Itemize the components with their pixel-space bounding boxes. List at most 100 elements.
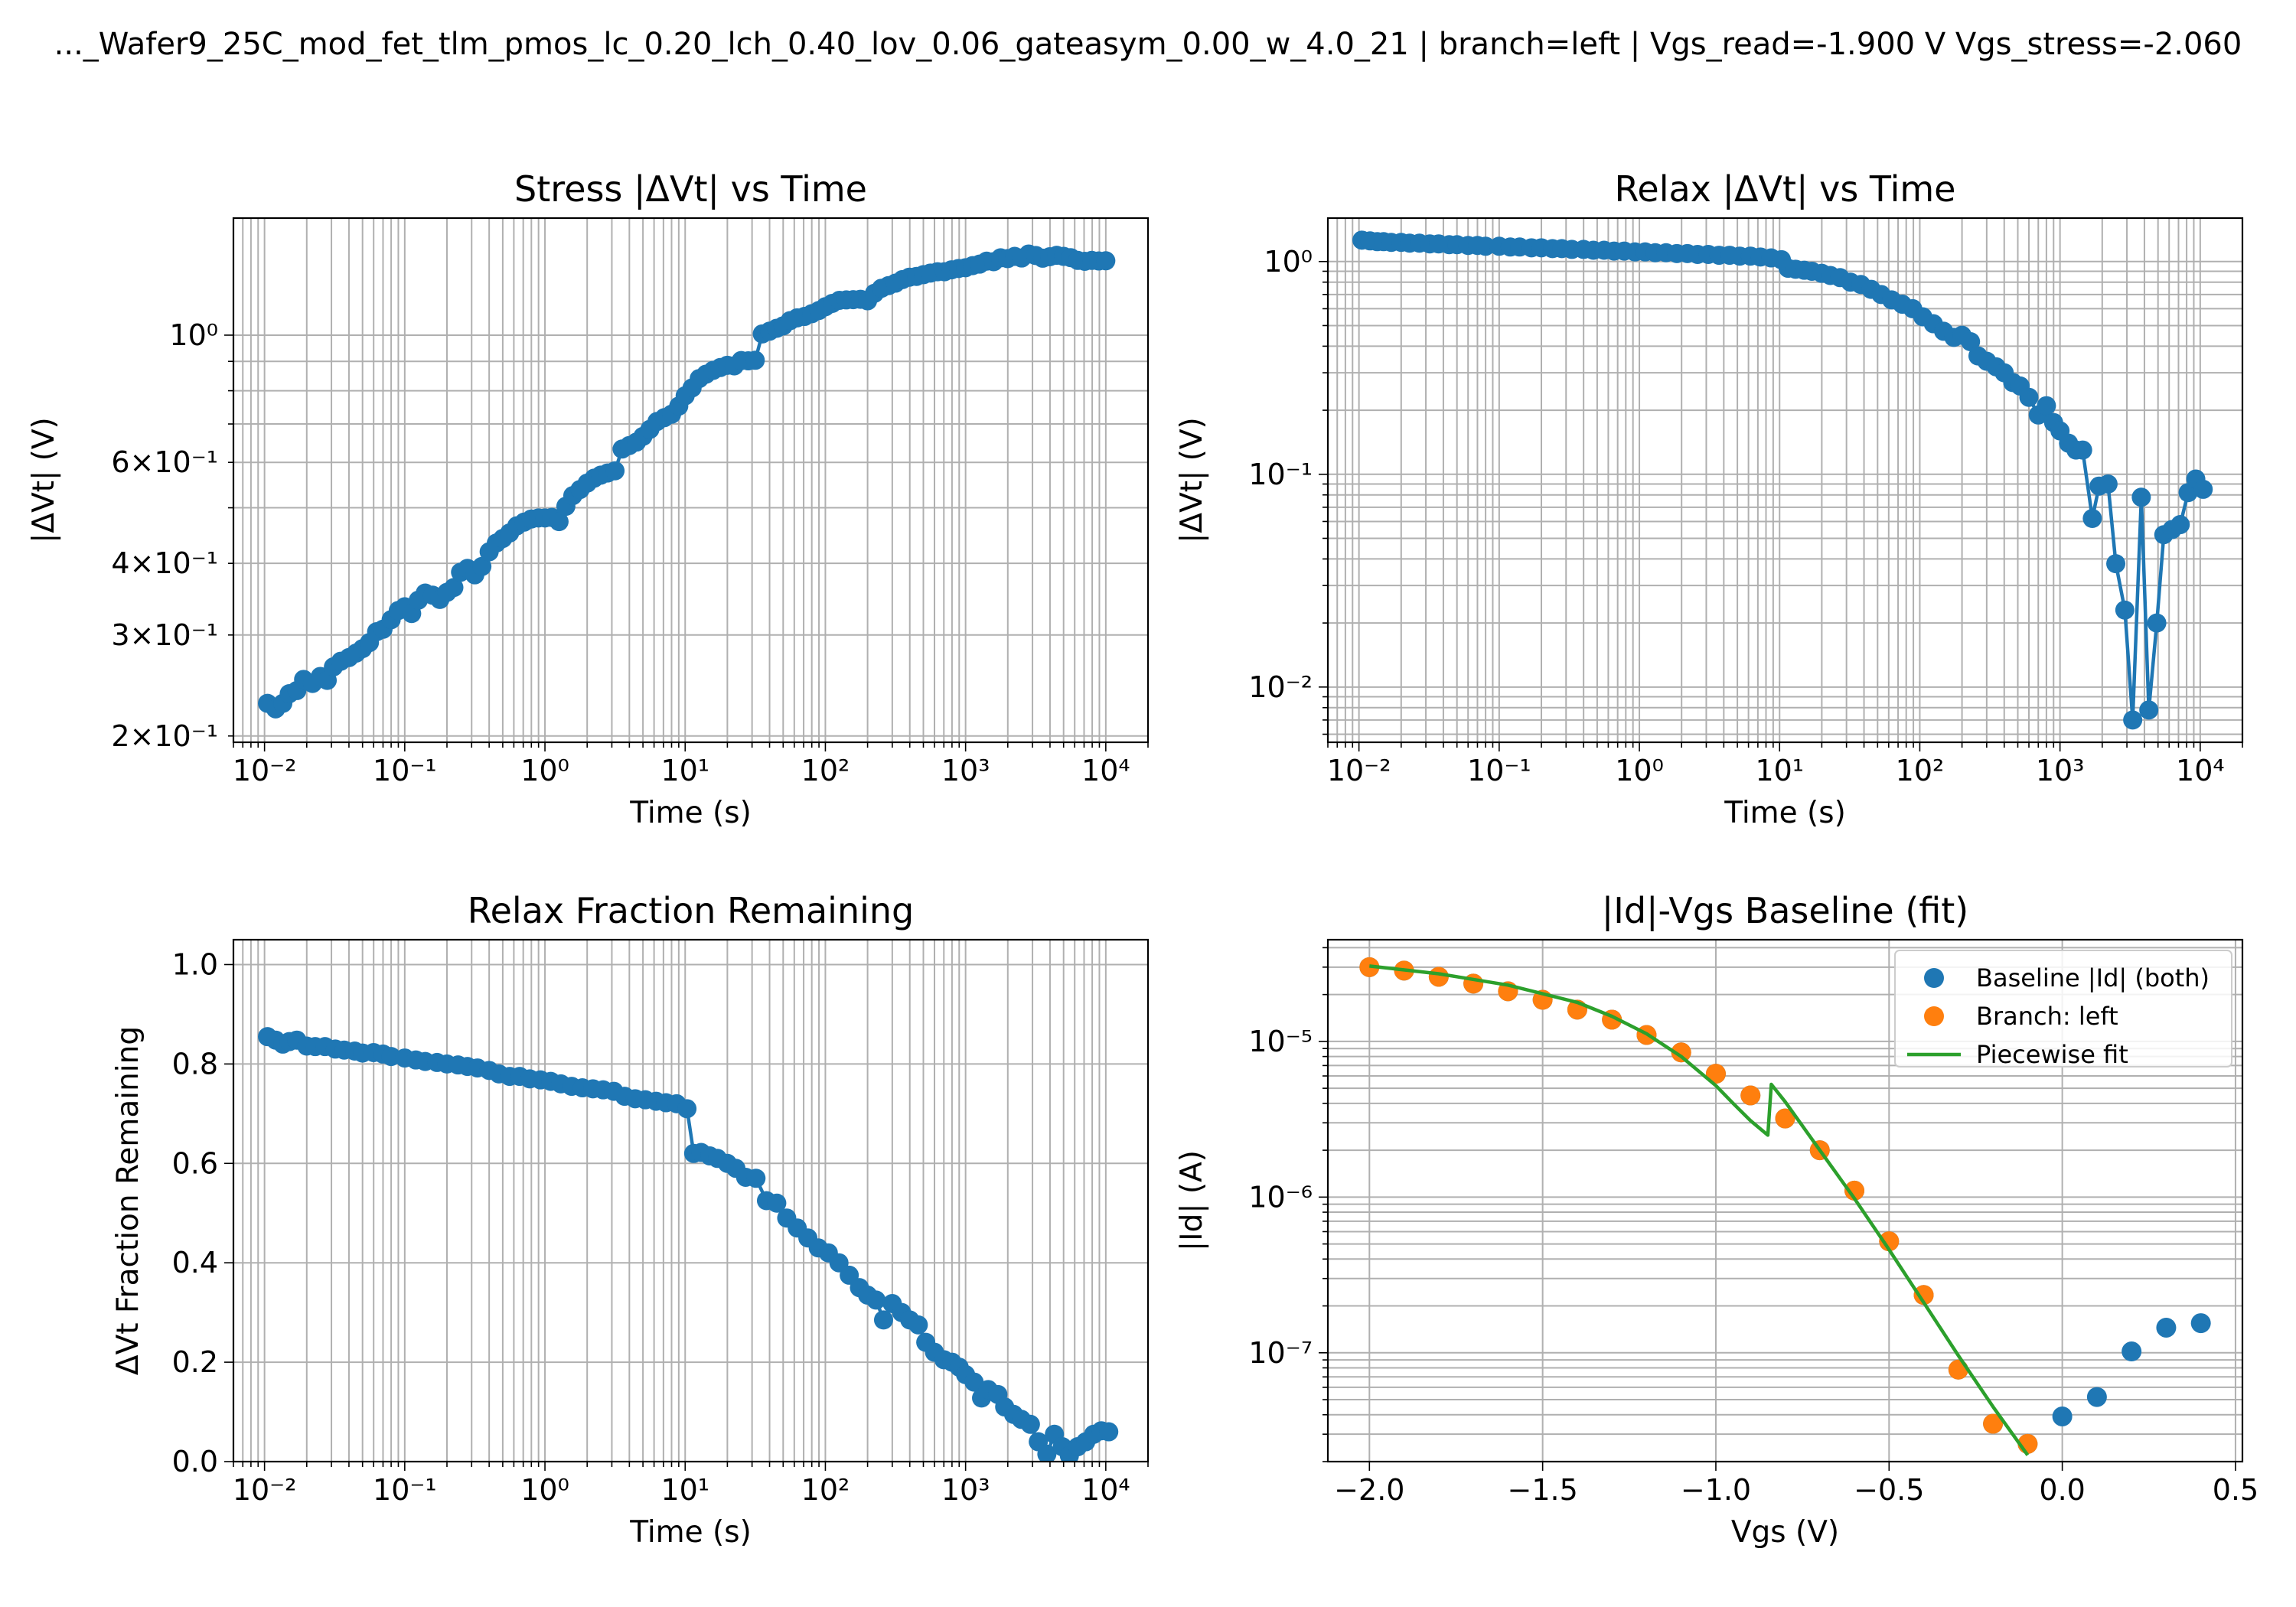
x-axis-label: Time (s) — [629, 796, 752, 830]
data-point — [677, 1099, 697, 1119]
chart-title: Stress |ΔVt| vs Time — [514, 168, 867, 210]
series-layer — [258, 1027, 1119, 1462]
y-axis-label: |ΔVt| (V) — [27, 417, 61, 543]
data-point — [2073, 440, 2092, 460]
tick-marks — [224, 334, 1149, 751]
data-point — [2115, 600, 2135, 620]
scatter-point — [1913, 1285, 1934, 1305]
scatter-point — [1879, 1231, 1900, 1252]
data-point — [472, 556, 492, 576]
y-tick-label: 0.2 — [172, 1345, 218, 1379]
scatter-point — [1948, 1359, 1968, 1380]
x-tick-label: 10⁻² — [1327, 754, 1391, 787]
x-tick-label: 10⁴ — [2176, 754, 2225, 787]
grid — [233, 940, 1149, 1462]
data-point — [2082, 509, 2102, 529]
x-tick-label: 10⁰ — [520, 754, 569, 787]
axes-frame — [232, 217, 1150, 744]
scatter-point — [1428, 966, 1449, 987]
y-tick-label: 0.4 — [172, 1246, 218, 1279]
grid — [233, 218, 1149, 742]
legend-marker-swatch — [1924, 968, 1944, 988]
x-tick-label: 10⁴ — [1081, 1473, 1130, 1507]
data-point — [964, 1372, 984, 1392]
data-point — [1099, 1422, 1119, 1442]
tick-marks — [1319, 260, 2243, 751]
x-tick-label: 10² — [1896, 754, 1945, 787]
series-layer — [1352, 230, 2213, 730]
x-tick-label: 10¹ — [1755, 754, 1804, 787]
data-point — [2037, 396, 2056, 416]
data-point — [1037, 1444, 1057, 1462]
y-tick-label: 10⁰ — [169, 318, 218, 352]
legend-marker-swatch — [1924, 1006, 1944, 1026]
y-tick-label: 0.0 — [172, 1445, 218, 1478]
data-point — [746, 1169, 766, 1188]
y-tick-label: 3×10⁻¹ — [111, 618, 218, 652]
scatter-point — [1740, 1085, 1761, 1106]
data-point — [745, 350, 765, 370]
scatter-point — [2156, 1317, 2177, 1338]
series-line — [1362, 238, 2205, 722]
x-tick-label: 10² — [801, 754, 850, 787]
x-tick-label: 0.5 — [2213, 1473, 2258, 1507]
axes-frame — [232, 938, 1150, 1463]
y-tick-label: 10⁻⁶ — [1248, 1180, 1313, 1214]
chart-title: Relax |ΔVt| vs Time — [1615, 168, 1956, 210]
x-tick-label: 10⁻² — [233, 1473, 297, 1507]
series-line — [266, 252, 1106, 711]
scatter-point — [1844, 1180, 1865, 1201]
data-point — [2147, 613, 2167, 633]
data-point — [444, 578, 464, 598]
series-layer — [1359, 957, 2211, 1456]
y-tick-label: 10⁻² — [1248, 670, 1313, 704]
x-tick-label: −1.0 — [1681, 1473, 1751, 1507]
x-tick-label: 10⁰ — [1615, 754, 1664, 787]
y-tick-label: 4×10⁻¹ — [111, 546, 218, 580]
y-tick-label: 0.8 — [172, 1047, 218, 1081]
figure-suptitle: ..._Wafer9_25C_mod_fet_tlm_pmos_lc_0.20_… — [54, 27, 2242, 62]
data-point — [866, 1290, 886, 1310]
chart-title: Relax Fraction Remaining — [468, 890, 915, 931]
relax-chart: 10⁻² 10⁻¹ 10⁰ 10¹ 10² 10³ 10⁴ 10⁻² 10⁻¹ 10⁰ Relax … — [1175, 168, 2244, 830]
data-point — [2131, 487, 2151, 507]
scatter-point — [1983, 1413, 2004, 1434]
data-point — [2170, 515, 2190, 535]
legend-label: Branch: left — [1976, 1002, 2118, 1031]
x-axis-label: Time (s) — [1724, 796, 1846, 830]
x-tick-label: −0.5 — [1854, 1473, 1924, 1507]
x-tick-label: 10³ — [941, 1473, 990, 1507]
x-axis-label: Vgs (V) — [1731, 1515, 1839, 1550]
y-tick-label: 10⁻¹ — [1248, 458, 1313, 491]
y-tick-label: 2×10⁻¹ — [111, 719, 218, 753]
tick-marks — [224, 963, 1149, 1471]
tick-marks — [1319, 947, 2236, 1471]
data-point — [873, 1310, 893, 1330]
x-tick-label: −1.5 — [1508, 1473, 1578, 1507]
legend-label: Piecewise fit — [1976, 1040, 2128, 1069]
data-point — [549, 512, 569, 532]
y-tick-label: 10⁻⁷ — [1248, 1336, 1313, 1370]
y-axis-label: |Id| (A) — [1175, 1150, 1209, 1251]
data-point — [1020, 1414, 1040, 1434]
y-axis-label: ΔVt Fraction Remaining — [111, 1026, 145, 1375]
y-tick-label: 0.6 — [172, 1146, 218, 1180]
x-tick-label: 10⁻² — [233, 754, 297, 787]
x-tick-label: 10⁴ — [1081, 754, 1130, 787]
series-layer — [258, 244, 1116, 719]
fraction-chart: 10⁻² 10⁻¹ 10⁰ 10¹ 10² 10³ 10⁴ 0.0 0.2 0.4 0.6 0.8 1.… — [111, 890, 1150, 1550]
x-tick-label: 10³ — [941, 754, 990, 787]
y-tick-label: 1.0 — [172, 947, 218, 981]
data-point — [2019, 387, 2039, 407]
x-tick-label: 10⁻¹ — [373, 754, 437, 787]
scatter-point — [1671, 1042, 1691, 1063]
scatter-point — [2190, 1313, 2211, 1334]
scatter-point — [2086, 1387, 2107, 1407]
stress-chart: 10⁻² 10⁻¹ 10⁰ 10¹ 10² 10³ 10⁴ 2×10⁻¹ 3×10⁻¹ 4×10⁻… — [27, 168, 1150, 830]
data-point — [1096, 251, 1116, 271]
y-tick-label: 10⁰ — [1264, 245, 1313, 279]
axes-frame — [1326, 217, 2244, 744]
data-point — [908, 1315, 928, 1335]
x-tick-label: 10¹ — [660, 1473, 709, 1507]
